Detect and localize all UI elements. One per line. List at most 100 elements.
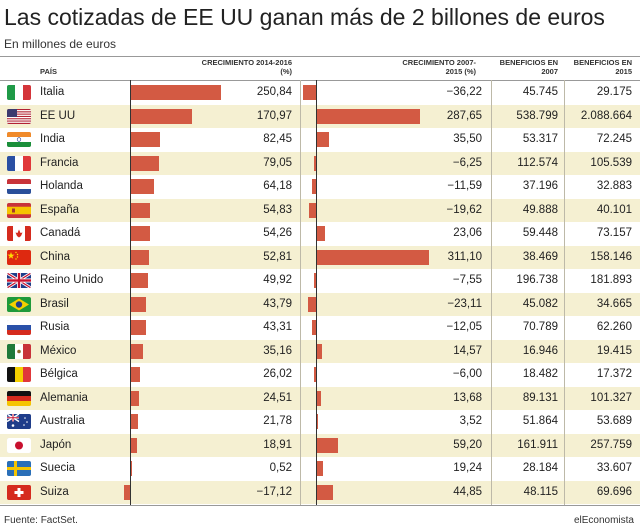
column-divider <box>564 80 565 505</box>
usa-flag-icon <box>7 108 31 124</box>
country-label: México <box>40 344 77 357</box>
table-row: México 35,16 14,57 16.946 19.415 <box>0 339 640 363</box>
value-growth-2014-2016: 26,02 <box>263 368 292 380</box>
bar-growth-2007-2015 <box>316 132 330 147</box>
country-label: Japón <box>40 438 72 451</box>
bar-growth-2014-2016 <box>130 390 140 406</box>
value-profit-2015: 101.327 <box>590 391 632 404</box>
bar-growth-2014-2016 <box>130 437 138 453</box>
country-label: Brasil <box>40 297 69 310</box>
value-growth-2014-2016: 43,79 <box>263 297 292 310</box>
table-row: Suecia 0,52 19,24 28.184 33.607 <box>0 457 640 480</box>
bar-growth-2014-2016 <box>130 367 140 382</box>
belgium-flag-icon <box>7 367 31 382</box>
bar-growth-2014-2016 <box>130 132 161 147</box>
table-row: Holanda 64,18 −11,59 37.196 32.883 <box>0 175 640 198</box>
bar-growth-2007-2015 <box>309 202 317 218</box>
column-header-crecimiento-2014-2016: CRECIMIENTO 2014-2016 (%) <box>201 58 292 76</box>
value-profit-2015: 69.696 <box>596 485 632 498</box>
table-row: Brasil 43,79 −23,11 45.082 34.665 <box>0 292 640 316</box>
column-divider <box>491 80 492 505</box>
country-label: China <box>40 250 71 263</box>
table-row: Suiza −17,12 44,85 48.115 69.696 <box>0 480 640 504</box>
zero-axis-2007-2015 <box>316 80 317 505</box>
country-label: Australia <box>40 415 85 427</box>
bar-growth-2014-2016 <box>130 108 192 124</box>
value-profit-2015: 62.260 <box>596 321 632 333</box>
table-row: Canadá 54,26 23,06 59.448 73.157 <box>0 222 640 245</box>
value-growth-2014-2016: 21,78 <box>263 415 292 427</box>
bar-growth-2007-2015 <box>316 437 338 453</box>
value-profit-2007: 18.482 <box>522 368 558 380</box>
bar-growth-2014-2016 <box>130 296 147 312</box>
value-profit-2015: 19.415 <box>596 344 632 357</box>
india-flag-icon <box>7 132 31 147</box>
table-row: Australia 21,78 3,52 51.864 53.689 <box>0 410 640 433</box>
table-row: Reino Unido 49,92 −7,55 196.738 181.893 <box>0 269 640 292</box>
value-growth-2007-2015: 19,24 <box>453 462 482 474</box>
value-profit-2015: 40.101 <box>596 203 632 216</box>
value-growth-2014-2016: 0,52 <box>269 462 292 474</box>
country-label: EE UU <box>40 109 76 122</box>
france-flag-icon <box>7 155 31 171</box>
country-label: Alemania <box>40 391 88 404</box>
value-profit-2007: 196.738 <box>516 274 558 286</box>
brazil-flag-icon <box>7 296 31 312</box>
australia-flag-icon <box>7 414 31 429</box>
switzerland-flag-icon <box>7 484 31 500</box>
value-growth-2007-2015: −6,00 <box>452 368 482 380</box>
bar-growth-2007-2015 <box>316 249 429 265</box>
brand-logo-text: elEconomista <box>573 515 634 526</box>
value-growth-2014-2016: 170,97 <box>256 109 292 122</box>
zero-axis-2014-2016 <box>130 80 131 505</box>
value-growth-2014-2016: 52,81 <box>263 250 292 263</box>
bar-growth-2007-2015 <box>313 273 317 288</box>
bar-growth-2014-2016 <box>130 414 139 429</box>
table-row: Alemania 24,51 13,68 89.131 101.327 <box>0 386 640 410</box>
value-growth-2007-2015: 14,57 <box>453 344 482 357</box>
bar-growth-2014-2016 <box>130 320 147 335</box>
value-growth-2007-2015: 13,68 <box>453 391 482 404</box>
column-header-beneficios-2015: BENEFICIOS EN 2015 <box>573 58 632 76</box>
value-growth-2007-2015: 287,65 <box>446 109 482 122</box>
value-growth-2014-2016: 64,18 <box>263 180 292 192</box>
bar-growth-2014-2016 <box>124 484 131 500</box>
value-profit-2007: 51.864 <box>522 415 558 427</box>
value-growth-2007-2015: −12,05 <box>446 321 483 333</box>
bar-growth-2014-2016 <box>130 343 144 359</box>
header-top-rule <box>0 56 640 57</box>
value-profit-2015: 72.245 <box>596 133 632 145</box>
bar-growth-2007-2015 <box>316 390 322 406</box>
value-growth-2007-2015: −11,59 <box>447 180 482 192</box>
country-label: Holanda <box>40 180 83 192</box>
value-profit-2015: 33.607 <box>596 462 632 474</box>
value-profit-2007: 70.789 <box>522 321 558 333</box>
value-profit-2015: 158.146 <box>590 250 632 263</box>
value-growth-2007-2015: 23,06 <box>453 227 482 239</box>
value-profit-2015: 181.893 <box>590 274 632 286</box>
value-profit-2007: 16.946 <box>522 344 558 357</box>
bar-growth-2007-2015 <box>308 296 317 312</box>
table-row: Italia 250,84 −36,22 45.745 29.175 <box>0 81 640 104</box>
country-label: España <box>40 203 80 216</box>
russia-flag-icon <box>7 320 31 335</box>
value-growth-2007-2015: 311,10 <box>447 250 482 263</box>
table-row: EE UU 170,97 287,65 538.799 2.088.664 <box>0 104 640 128</box>
value-profit-2007: 53.317 <box>522 133 558 145</box>
value-profit-2007: 45.082 <box>522 297 558 310</box>
bar-growth-2007-2015 <box>316 484 333 500</box>
value-growth-2014-2016: 79,05 <box>263 156 292 169</box>
column-header-crecimiento-2007-2015: CRECIMIENTO 2007-2015 (%) <box>402 58 476 76</box>
country-label: Bélgica <box>40 368 78 380</box>
bar-growth-2007-2015 <box>314 155 317 171</box>
value-growth-2014-2016: −17,12 <box>256 485 293 498</box>
bar-growth-2007-2015 <box>316 226 325 241</box>
bar-growth-2007-2015 <box>312 320 317 335</box>
value-growth-2007-2015: 44,85 <box>453 485 482 498</box>
value-growth-2007-2015: 59,20 <box>453 438 482 451</box>
value-profit-2015: 53.689 <box>596 415 632 427</box>
country-label: Reino Unido <box>40 274 104 286</box>
value-profit-2007: 37.196 <box>522 180 558 192</box>
value-profit-2007: 89.131 <box>522 391 558 404</box>
bar-growth-2014-2016 <box>130 226 150 241</box>
